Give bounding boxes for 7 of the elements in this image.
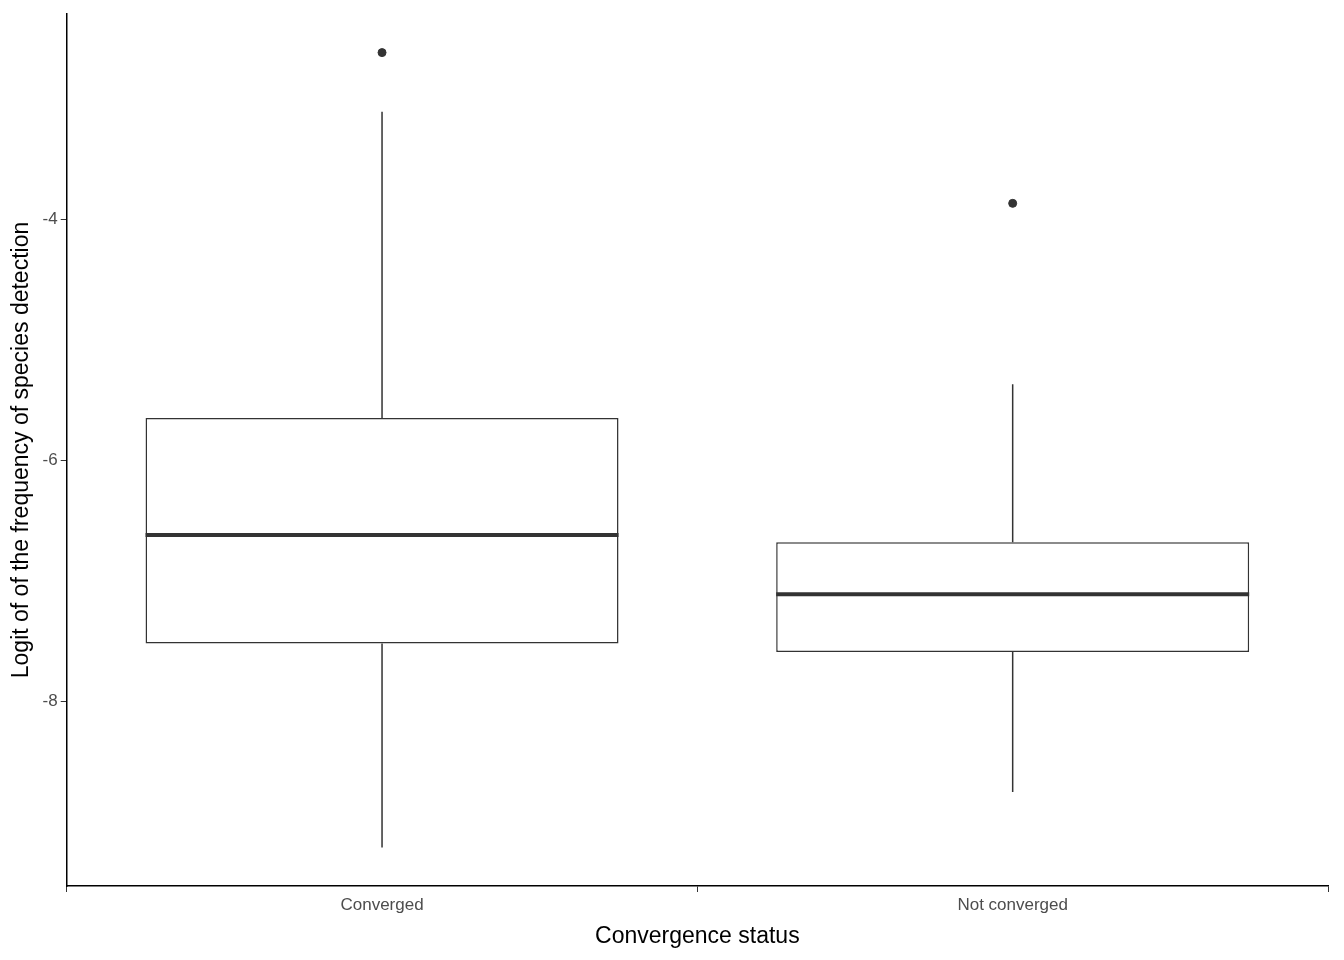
y-axis-title: Logit of of the frequency of species detection [7,221,34,679]
x-tick-label: Not converged [957,894,1068,914]
x-axis-title: Convergence status [595,921,800,948]
y-tick-label: -8 [42,691,58,711]
y-tick-label: -6 [42,449,58,469]
y-tick-label: -4 [42,208,58,228]
x-tick-label: Converged [340,894,424,914]
